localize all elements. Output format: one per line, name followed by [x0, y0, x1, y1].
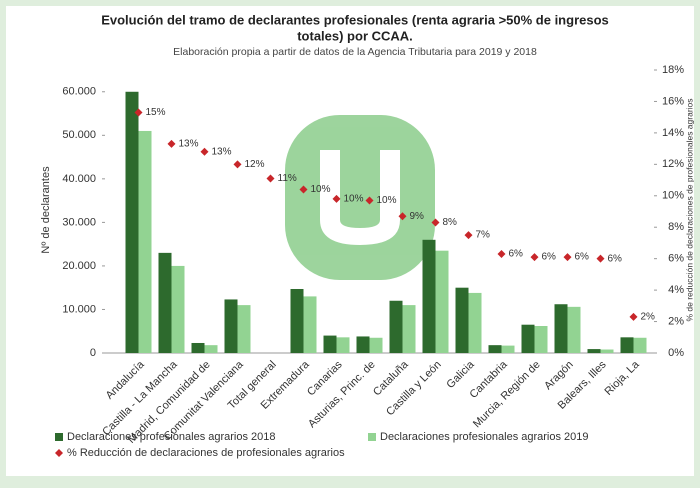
- bar: [158, 252, 172, 353]
- y-tick-label: 60.000: [62, 86, 96, 98]
- y2-tick-label: 14%: [662, 127, 684, 139]
- chart-subtitle: Elaboración propia a partir de datos de …: [173, 46, 537, 58]
- bar: [422, 239, 436, 353]
- chart-title: Evolución del tramo de declarantes profe…: [101, 12, 609, 27]
- bar: [521, 324, 535, 353]
- legend-label: % Reducción de declaraciones de profesio…: [67, 447, 345, 459]
- bar: [336, 337, 350, 353]
- data-label: 10%: [311, 184, 331, 195]
- data-label: 6%: [542, 252, 557, 263]
- bar: [356, 336, 370, 353]
- y2-tick-label: 0%: [668, 347, 684, 359]
- marker: [398, 212, 407, 221]
- y-axis-label: Nº de declarantes: [40, 166, 52, 254]
- marker: [200, 147, 209, 156]
- bar: [369, 337, 383, 353]
- y2-axis-label: % de reducción de declaraciones de profe…: [684, 98, 694, 321]
- y2-tick-label: 16%: [662, 95, 684, 107]
- marker: [464, 231, 473, 240]
- legend-swatch: [368, 433, 376, 441]
- data-label: 7%: [476, 230, 491, 241]
- bar: [138, 130, 152, 353]
- marker: [365, 196, 374, 205]
- y2-tick-label: 8%: [668, 221, 684, 233]
- data-label: 6%: [509, 249, 524, 260]
- legend-marker: [55, 449, 63, 457]
- bar: [435, 250, 449, 353]
- y2-tick-label: 6%: [668, 253, 684, 265]
- data-label: 9%: [410, 211, 425, 222]
- chart-title: totales) por CCAA.: [297, 28, 413, 43]
- marker: [299, 185, 308, 194]
- data-label: 12%: [245, 159, 265, 170]
- legend-swatch: [55, 433, 63, 441]
- marker: [167, 139, 176, 148]
- y-tick-label: 20.000: [62, 260, 96, 272]
- data-label: 8%: [443, 217, 458, 228]
- bar: [468, 292, 482, 353]
- data-label: 6%: [575, 252, 590, 263]
- y2-tick-label: 2%: [668, 315, 684, 327]
- data-label: 10%: [344, 194, 364, 205]
- bar: [224, 299, 238, 353]
- bar: [567, 306, 581, 353]
- marker: [497, 249, 506, 258]
- bar: [633, 337, 647, 353]
- bar: [171, 265, 185, 353]
- watermark: [285, 115, 435, 280]
- data-label: 13%: [212, 146, 232, 157]
- marker: [596, 254, 605, 263]
- bar: [455, 287, 469, 353]
- y2-tick-label: 4%: [668, 284, 684, 296]
- bar: [125, 91, 139, 354]
- data-label: 6%: [608, 253, 623, 264]
- data-label: 11%: [278, 173, 297, 184]
- y2-tick-label: 10%: [662, 190, 684, 202]
- marker: [233, 160, 242, 169]
- bar: [402, 305, 416, 353]
- legend-label: Declaraciones profesionales agrarios 201…: [67, 431, 276, 443]
- bar: [501, 345, 515, 353]
- data-label: 2%: [641, 311, 656, 322]
- bar: [237, 305, 251, 353]
- bar: [534, 326, 548, 353]
- data-label: 15%: [146, 107, 166, 118]
- bar: [303, 296, 317, 353]
- bar: [620, 337, 634, 353]
- bar: [191, 342, 205, 353]
- y2-tick-label: 18%: [662, 64, 684, 76]
- bar: [488, 345, 502, 353]
- y-tick-label: 0: [90, 347, 96, 359]
- marker: [134, 108, 143, 117]
- marker: [530, 253, 539, 262]
- marker: [629, 312, 638, 321]
- data-label: 13%: [179, 139, 199, 150]
- y2-tick-label: 12%: [662, 158, 684, 170]
- y-tick-label: 10.000: [62, 303, 96, 315]
- bar: [290, 288, 304, 353]
- marker: [266, 174, 275, 183]
- y-tick-label: 40.000: [62, 173, 96, 185]
- data-label: 10%: [377, 195, 397, 206]
- bar: [600, 349, 614, 353]
- bar: [554, 304, 568, 353]
- y-tick-label: 50.000: [62, 129, 96, 141]
- marker: [332, 194, 341, 203]
- bar: [587, 349, 601, 353]
- marker: [431, 218, 440, 227]
- bar: [323, 335, 337, 353]
- bar: [204, 345, 218, 353]
- legend-label: Declaraciones profesionales agrarios 201…: [380, 431, 589, 443]
- marker: [563, 253, 572, 262]
- bar: [389, 300, 403, 353]
- y-tick-label: 30.000: [62, 216, 96, 228]
